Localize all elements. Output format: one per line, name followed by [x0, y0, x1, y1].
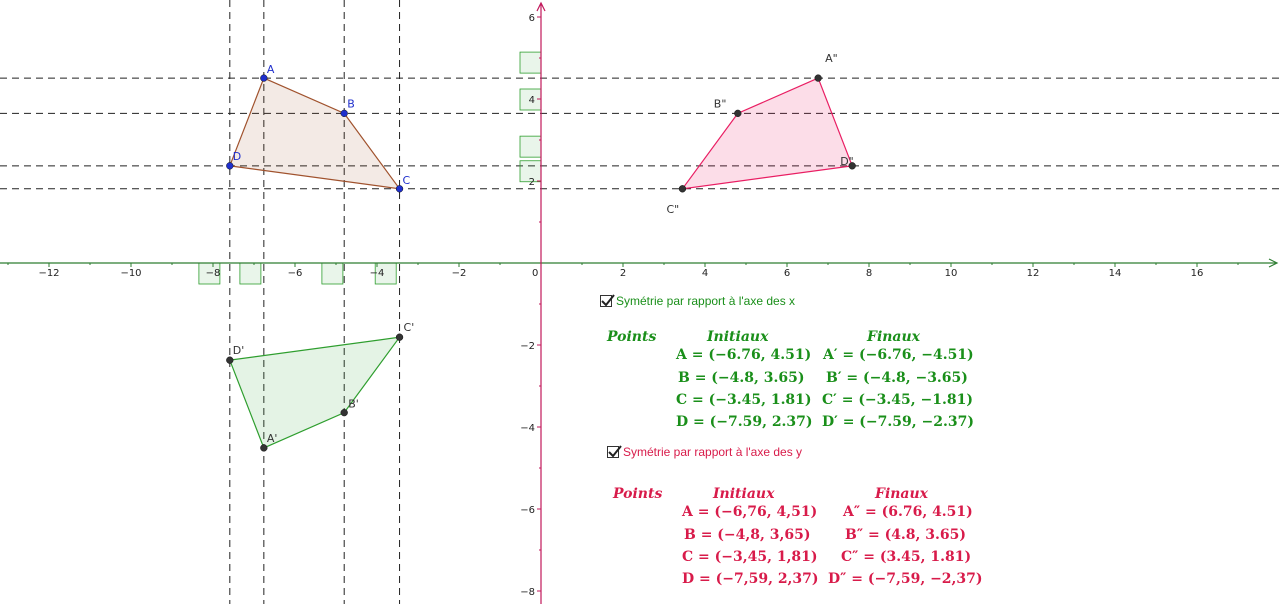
symx-point [260, 444, 268, 452]
symx-point-label: D' [233, 344, 245, 357]
y-tick-label: −8 [520, 587, 535, 598]
segment-marker-y [519, 135, 542, 158]
y-tick-label: 6 [529, 13, 535, 24]
x-tick-label: −4 [370, 268, 385, 279]
table-x-row-d-final: D′ = (−7.59, −2.37) [822, 414, 974, 430]
original-point [226, 162, 234, 170]
table-y-header-final: Finaux [875, 486, 929, 502]
x-tick-label: 4 [702, 268, 708, 279]
quadrilateral-symmetry-y [681, 77, 854, 190]
original-point-label: C [403, 174, 411, 187]
symx-point-label: B' [348, 398, 359, 411]
table-x-row-c-final: C′ = (−3.45, −1.81) [822, 392, 973, 408]
x-tick-label: −8 [206, 268, 221, 279]
original-point [395, 185, 404, 193]
x-tick-label: 2 [620, 268, 626, 279]
y-tick-label: −4 [520, 423, 535, 434]
symy-point-label: D" [840, 155, 854, 168]
symx-point [340, 409, 348, 417]
original-point-label: D [233, 150, 241, 163]
checkbox-x-label: Symétrie par rapport à l'axe des x [616, 294, 796, 308]
original-point-label: A [267, 63, 275, 76]
table-y-row-c-final: C″ = (3.45, 1.81) [841, 549, 972, 565]
symy-point-label: B" [714, 97, 727, 110]
x-axis-arrow [1268, 258, 1279, 268]
segment-marker-y [519, 51, 542, 74]
table-y-row-a-final: A″ = (6.76, 4.51) [843, 504, 973, 520]
x-tick-label: −2 [452, 268, 467, 279]
x-tick-label: −10 [120, 268, 141, 279]
original-point-label: B [347, 97, 355, 110]
symy-point-label: C" [666, 203, 679, 216]
checkbox-symmetry-y[interactable]: Symétrie par rapport à l'axe des y [607, 445, 802, 459]
segment-marker-x [321, 262, 344, 285]
segment-marker-x [239, 262, 262, 285]
table-y-header-initial: Initiaux [713, 486, 775, 502]
y-tick-label: −2 [520, 341, 535, 352]
x-tick-label: 12 [1027, 268, 1040, 279]
table-x-row-b-final: B′ = (−4.8, −3.65) [826, 370, 968, 386]
x-tick-label: 8 [866, 268, 872, 279]
table-y-row-d-final: D″ = (−7,59, −2,37) [828, 571, 983, 587]
x-tick-label: 14 [1109, 268, 1122, 279]
table-y-row-a-initial: A = (−6,76, 4,51) [682, 504, 818, 520]
symy-point-label: A" [825, 52, 838, 65]
symx-point [226, 356, 234, 364]
table-y-row-d-initial: D = (−7,59, 2,37) [682, 571, 819, 587]
symy-point [814, 74, 822, 82]
table-x-header-points: Points [607, 329, 657, 345]
symy-point [734, 109, 742, 117]
table-y-header-points: Points [613, 486, 663, 502]
table-y-row-c-initial: C = (−3,45, 1,81) [682, 549, 818, 565]
checkbox-symmetry-x[interactable]: Symétrie par rapport à l'axe des x [600, 294, 795, 308]
x-tick-label: −6 [288, 268, 303, 279]
table-x-row-b-initial: B = (−4.8, 3.65) [678, 370, 805, 386]
x-tick-label: 6 [784, 268, 790, 279]
symy-point [848, 162, 856, 170]
symx-point-label: C' [404, 321, 415, 334]
symx-point [395, 333, 404, 341]
table-x-row-a-initial: A = (−6.76, 4.51) [676, 347, 812, 363]
symy-point [678, 185, 687, 193]
y-tick-label: 2 [529, 177, 535, 188]
checkbox-y-box[interactable] [607, 445, 622, 458]
table-x-header-initial: Initiaux [707, 329, 769, 345]
table-y-row-b-initial: B = (−4,8, 3,65) [684, 527, 811, 543]
x-tick-label: 0 [532, 268, 538, 279]
table-x-row-d-initial: D = (−7.59, 2.37) [676, 414, 813, 430]
x-tick-label: 16 [1191, 268, 1204, 279]
x-tick-label: −12 [38, 268, 59, 279]
symx-point-label: A' [267, 432, 278, 445]
original-point [340, 109, 348, 117]
x-tick-label: 10 [945, 268, 958, 279]
checkbox-x-box[interactable] [600, 294, 615, 307]
table-y-row-b-final: B″ = (4.8, 3.65) [845, 527, 967, 543]
y-tick-label: −6 [520, 505, 535, 516]
table-x-row-a-final: A′ = (−6.76, −4.51) [823, 347, 974, 363]
y-tick-label: 4 [529, 95, 535, 106]
table-x-header-final: Finaux [867, 329, 921, 345]
quadrilateral-abcd [228, 77, 401, 190]
original-point [260, 74, 268, 82]
y-axis-arrow [536, 1, 546, 12]
table-x-row-c-initial: C = (−3.45, 1.81) [676, 392, 812, 408]
checkbox-y-label: Symétrie par rapport à l'axe des y [623, 445, 803, 459]
quadrilateral-symmetry-x [228, 336, 401, 449]
